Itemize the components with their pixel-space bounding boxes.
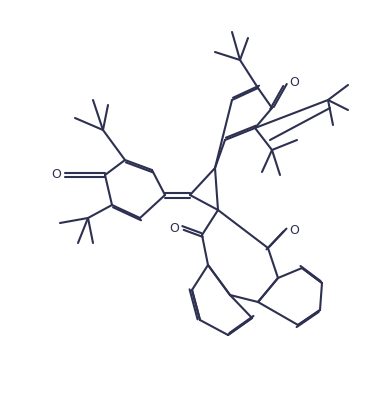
Text: O: O: [289, 75, 299, 89]
Text: O: O: [289, 224, 299, 237]
Text: O: O: [51, 168, 61, 181]
Text: O: O: [169, 222, 179, 234]
